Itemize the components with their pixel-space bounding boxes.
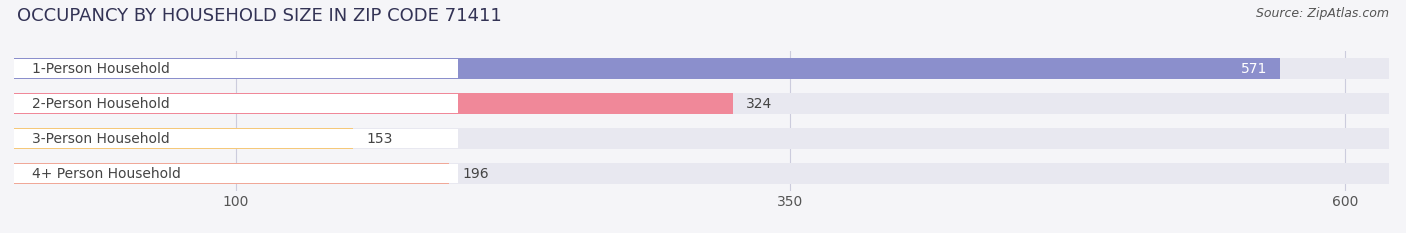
Bar	[14, 129, 457, 148]
Bar	[14, 58, 1389, 79]
Bar	[14, 93, 733, 114]
Bar	[14, 58, 1281, 79]
Bar	[14, 128, 1389, 149]
Text: 324: 324	[747, 97, 772, 111]
Text: 1-Person Household: 1-Person Household	[32, 62, 170, 76]
Text: 153: 153	[367, 132, 394, 146]
Bar	[14, 163, 1389, 184]
Bar	[14, 163, 449, 184]
Text: 196: 196	[463, 167, 489, 181]
Bar	[14, 164, 457, 183]
Bar	[14, 94, 457, 113]
Text: Source: ZipAtlas.com: Source: ZipAtlas.com	[1256, 7, 1389, 20]
Text: 3-Person Household: 3-Person Household	[32, 132, 170, 146]
Text: 571: 571	[1240, 62, 1267, 76]
Text: 2-Person Household: 2-Person Household	[32, 97, 170, 111]
Bar	[14, 93, 1389, 114]
Text: OCCUPANCY BY HOUSEHOLD SIZE IN ZIP CODE 71411: OCCUPANCY BY HOUSEHOLD SIZE IN ZIP CODE …	[17, 7, 502, 25]
Bar	[14, 128, 353, 149]
Bar	[14, 59, 457, 78]
Text: 4+ Person Household: 4+ Person Household	[32, 167, 181, 181]
